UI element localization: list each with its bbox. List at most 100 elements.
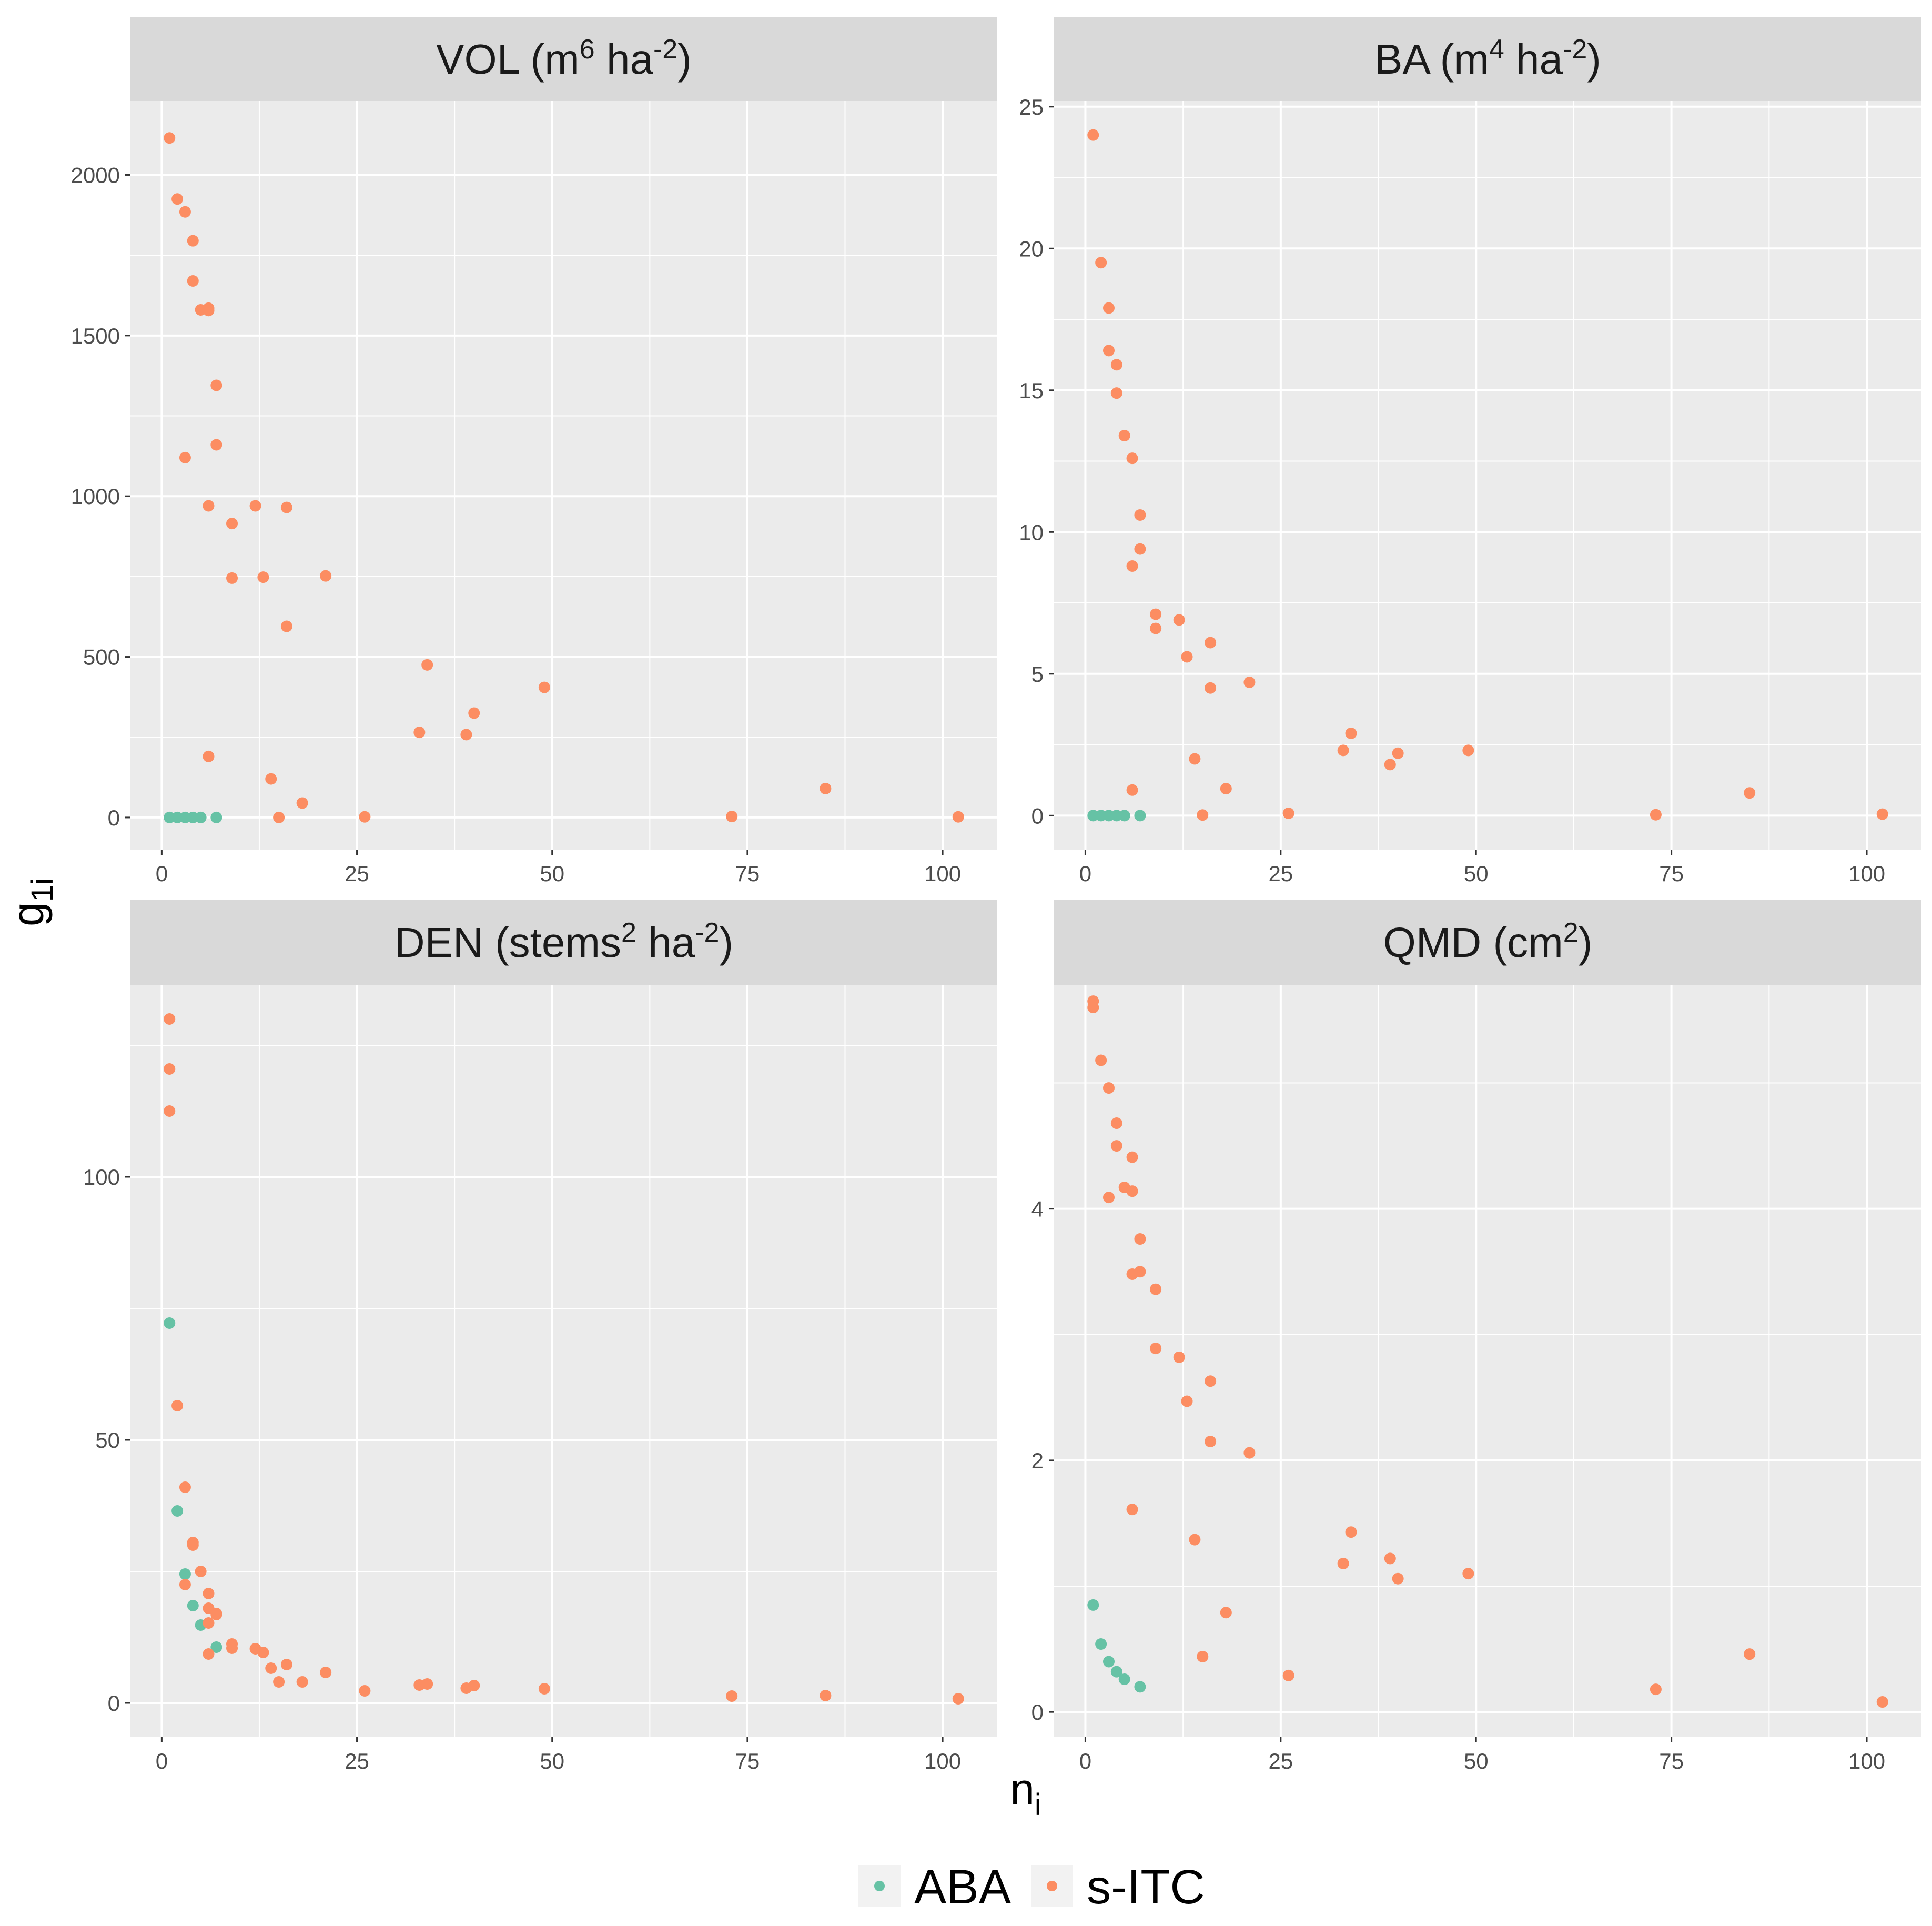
- x-tick-label: 25: [345, 1749, 369, 1773]
- y-tick-label: 0: [108, 1691, 120, 1716]
- x-tick-label: 0: [156, 1749, 168, 1773]
- point-s-itc: [187, 1539, 199, 1551]
- point-s-itc: [1126, 1151, 1138, 1163]
- point-s-itc: [203, 1648, 215, 1660]
- point-s-itc: [280, 501, 292, 513]
- point-aba: [1134, 1681, 1146, 1693]
- point-s-itc: [1150, 622, 1162, 634]
- point-s-itc: [1243, 676, 1256, 688]
- point-s-itc: [1650, 1683, 1662, 1696]
- x-axis-title-main: n: [1010, 1764, 1035, 1814]
- point-s-itc: [1173, 1351, 1185, 1363]
- y-tick-label: 0: [108, 805, 120, 830]
- strip-title-text: ha: [1504, 36, 1563, 83]
- point-s-itc: [1110, 359, 1122, 371]
- y-tick-label: 0: [1031, 1700, 1044, 1725]
- point-aba: [1087, 1599, 1099, 1611]
- point-s-itc: [1392, 1572, 1404, 1585]
- strip-title-text: QMD (cm: [1383, 919, 1563, 966]
- x-tick-label: 25: [1268, 1749, 1293, 1773]
- point-s-itc: [468, 1680, 480, 1691]
- strip-qmd: [1054, 900, 1921, 985]
- strip-title-den: DEN (stems2 ha-2): [395, 917, 733, 966]
- point-s-itc: [203, 305, 215, 317]
- point-s-itc: [726, 811, 738, 823]
- y-tick-label: 500: [83, 645, 120, 670]
- panel-den: DEN (stems2 ha-2) 0 25 50 75 100 0 50 100: [83, 900, 997, 1773]
- point-s-itc: [1126, 784, 1138, 796]
- panels-layer: VOL (m6 ha-2)0 25 50 75 1000500100015002000B…: [71, 17, 1921, 1773]
- strip-title-text: ha: [595, 36, 654, 83]
- point-s-itc: [421, 1678, 433, 1690]
- point-s-itc: [1110, 387, 1122, 399]
- strip-title-superscript: 6: [580, 34, 595, 65]
- point-s-itc: [1134, 543, 1146, 555]
- point-s-itc: [460, 729, 472, 741]
- point-s-itc: [320, 570, 332, 582]
- point-s-itc: [296, 1676, 308, 1688]
- strip-title-text: ): [677, 36, 692, 83]
- x-tick-label: 50: [540, 1749, 564, 1773]
- point-s-itc: [273, 811, 285, 823]
- y-tick-label: 1000: [71, 484, 120, 509]
- y-axis-title-subscript: 1i: [25, 878, 59, 902]
- x-tick-label: 50: [540, 861, 564, 886]
- strip-vol: [130, 17, 997, 101]
- point-aba: [1134, 810, 1146, 822]
- x-tick-label: 75: [1659, 861, 1684, 886]
- point-s-itc: [1205, 637, 1217, 649]
- point-s-itc: [1197, 1650, 1209, 1662]
- point-aba: [1102, 1656, 1115, 1668]
- strip-title-text: ): [719, 919, 733, 966]
- point-s-itc: [164, 1013, 176, 1025]
- x-tick-label: 0: [156, 861, 168, 886]
- point-s-itc: [952, 811, 964, 823]
- strip-title-superscript: 4: [1489, 34, 1504, 65]
- point-s-itc: [538, 1683, 550, 1695]
- point-s-itc: [187, 275, 199, 287]
- y-tick-label: 0: [1031, 803, 1044, 828]
- point-s-itc: [280, 1659, 292, 1670]
- point-s-itc: [280, 620, 292, 632]
- point-s-itc: [1150, 1283, 1162, 1295]
- y-tick-label: 20: [1019, 236, 1044, 261]
- point-aba: [1110, 1666, 1122, 1678]
- point-s-itc: [1110, 1140, 1122, 1152]
- x-tick-label: 50: [1464, 1749, 1489, 1773]
- x-tick-label: 100: [924, 861, 961, 886]
- point-s-itc: [1102, 1082, 1115, 1094]
- point-s-itc: [1876, 808, 1888, 820]
- strip-den: [130, 900, 997, 985]
- x-tick-label: 75: [735, 861, 760, 886]
- point-s-itc: [203, 1617, 215, 1629]
- x-tick-label: 0: [1079, 1749, 1091, 1773]
- strip-title-text: ha: [636, 919, 695, 966]
- legend-label-s-itc: s-ITC: [1087, 1860, 1205, 1914]
- point-s-itc: [1243, 1447, 1256, 1459]
- point-s-itc: [1110, 1117, 1122, 1130]
- plot-area-vol: [130, 101, 997, 850]
- x-tick-label: 25: [1268, 861, 1293, 886]
- point-s-itc: [265, 1662, 277, 1674]
- point-s-itc: [1181, 1395, 1193, 1407]
- x-axis-title: ni: [1010, 1764, 1041, 1822]
- strip-title-superscript: -2: [695, 917, 719, 948]
- point-s-itc: [179, 451, 191, 463]
- legend-label-aba: ABA: [914, 1860, 1011, 1914]
- point-s-itc: [1205, 1375, 1217, 1387]
- point-s-itc: [226, 518, 238, 530]
- point-s-itc: [179, 1579, 191, 1590]
- point-s-itc: [1282, 808, 1294, 820]
- point-s-itc: [1134, 509, 1146, 521]
- point-s-itc: [1345, 1526, 1357, 1538]
- point-aba: [195, 811, 207, 823]
- point-aba: [210, 811, 222, 823]
- x-tick-label: 0: [1079, 861, 1091, 886]
- point-s-itc: [1220, 783, 1232, 795]
- point-s-itc: [1220, 1607, 1232, 1619]
- legend-point-aba: [874, 1881, 885, 1891]
- point-s-itc: [164, 1105, 176, 1117]
- strip-title-text: DEN (stems: [395, 919, 621, 966]
- point-s-itc: [1744, 787, 1756, 799]
